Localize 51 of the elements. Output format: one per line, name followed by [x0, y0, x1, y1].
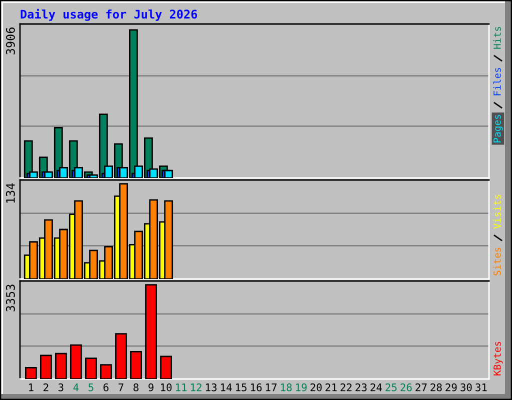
text: Visits — [493, 194, 501, 229]
text: 3906 — [6, 28, 15, 54]
text: KBytes — [494, 342, 503, 376]
x-tick-label: 27 — [416, 383, 427, 392]
x-tick-label: 4 — [73, 384, 79, 392]
x-tick-label: 3 — [58, 383, 64, 392]
x-tick-label: 31 — [476, 383, 487, 392]
x-tick-label: 24 — [370, 383, 382, 392]
x-tick-label: 5 — [88, 384, 94, 392]
x-tick-label: 6 — [104, 383, 108, 392]
x-tick-label: 17 — [266, 384, 277, 392]
x-tick-label: 18 — [281, 383, 292, 392]
text: 134 — [6, 183, 15, 203]
x-tick-label: 1 — [29, 384, 34, 392]
legend-label: Pages — [494, 114, 503, 142]
legend-label: Sites — [493, 248, 501, 276]
x-tick-label: 29 — [446, 383, 457, 392]
x-tick-label: 30 — [460, 383, 472, 392]
x-tick-label: 25 — [386, 383, 397, 392]
text: 3353 — [6, 284, 15, 312]
x-tick-label: 21 — [326, 383, 337, 392]
bar — [130, 350, 142, 379]
x-tick-label: 20 — [310, 383, 322, 392]
x-tick-label: 14 — [221, 384, 232, 392]
text: Hits — [493, 26, 501, 49]
bar — [70, 344, 82, 379]
x-tick-label: 16 — [251, 383, 262, 392]
legend-label: Files — [493, 68, 501, 96]
x-tick-label: 22 — [340, 383, 352, 392]
bar — [40, 354, 52, 379]
x-tick-label: 7 — [118, 384, 124, 392]
x-tick-label: 15 — [236, 384, 246, 392]
x-tick-label: 13 — [206, 383, 217, 392]
bar — [85, 358, 97, 379]
bar — [100, 364, 112, 379]
x-tick-label: 12 — [191, 383, 202, 392]
x-tick-label: 11 — [176, 384, 187, 392]
x-tick-label: 28 — [430, 383, 442, 392]
x-tick-label: 2 — [44, 383, 48, 392]
bar — [145, 284, 157, 379]
chart-title: Daily usage for July 2026 — [20, 8, 198, 21]
x-tick-label: 26 — [400, 383, 412, 392]
bar — [24, 366, 37, 379]
bar — [115, 333, 127, 379]
x-tick-label: 9 — [148, 383, 154, 392]
x-tick-label: 23 — [356, 383, 367, 392]
x-tick-label: 10 — [160, 383, 172, 392]
x-tick-label: 19 — [296, 383, 307, 392]
x-tick-label: 8 — [134, 383, 138, 392]
bar — [55, 352, 67, 379]
bar — [160, 356, 172, 379]
